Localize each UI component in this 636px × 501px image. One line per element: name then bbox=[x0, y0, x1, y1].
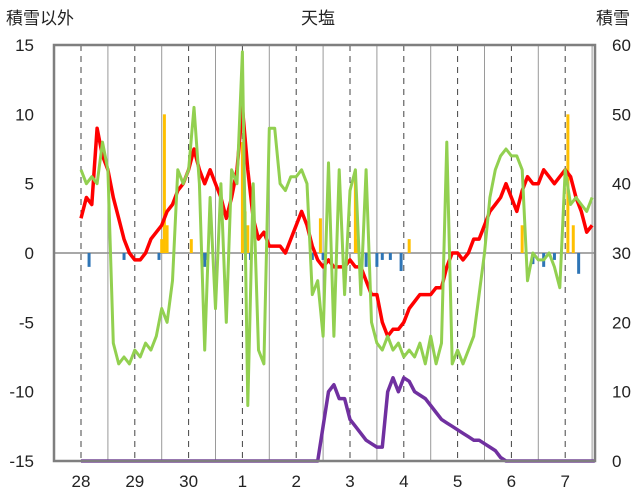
precip-bar bbox=[246, 225, 250, 253]
left-tick-label: -5 bbox=[19, 313, 34, 332]
series-lines bbox=[79, 50, 595, 463]
precip-bar bbox=[364, 253, 368, 267]
x-axis-ticks: 28 29 30 1 2 3 4 5 6 7 bbox=[72, 472, 570, 491]
right-tick-label: 0 bbox=[612, 452, 621, 471]
left-tick-label: -10 bbox=[9, 383, 34, 402]
precip-bar bbox=[407, 239, 411, 253]
right-tick-label: 50 bbox=[612, 105, 631, 124]
left-tick-label: 15 bbox=[15, 36, 34, 55]
left-axis-label: 積雪以外 bbox=[6, 9, 74, 29]
x-tick-label: 6 bbox=[507, 472, 516, 491]
chart-title: 天塩 bbox=[301, 9, 335, 29]
precip-bar bbox=[520, 225, 524, 253]
precip-bar bbox=[318, 218, 322, 253]
x-tick-label: 4 bbox=[399, 472, 408, 491]
x-tick-label: 5 bbox=[453, 472, 462, 491]
series-line-2 bbox=[81, 376, 595, 463]
x-tick-label: 7 bbox=[560, 472, 569, 491]
precip-bar bbox=[353, 176, 357, 253]
left-tick-label: -15 bbox=[9, 452, 34, 471]
left-tick-label: 0 bbox=[25, 244, 34, 263]
right-tick-label: 10 bbox=[612, 383, 631, 402]
precip-bar bbox=[577, 253, 581, 274]
precip-bar bbox=[399, 253, 403, 272]
x-tick-label: 2 bbox=[291, 472, 300, 491]
precip-bar bbox=[240, 142, 244, 253]
precip-bar bbox=[203, 253, 207, 267]
right-tick-label: 60 bbox=[612, 36, 631, 55]
x-tick-label: 30 bbox=[179, 472, 198, 491]
x-tick-label: 1 bbox=[238, 472, 247, 491]
right-axis-ticks: 60 50 40 30 20 10 0 bbox=[612, 36, 631, 471]
precip-bar bbox=[380, 253, 384, 260]
left-axis-ticks: 15 10 5 0 -5 -10 -15 bbox=[9, 36, 34, 471]
right-tick-label: 30 bbox=[612, 244, 631, 263]
precip-bar bbox=[552, 253, 556, 260]
left-tick-label: 5 bbox=[25, 175, 34, 194]
right-tick-label: 40 bbox=[612, 175, 631, 194]
x-tick-label: 29 bbox=[125, 472, 144, 491]
right-tick-label: 20 bbox=[612, 313, 631, 332]
precip-bar bbox=[87, 253, 91, 267]
plot-area-frame bbox=[52, 43, 597, 463]
precip-bar bbox=[162, 114, 166, 253]
precip-bar bbox=[310, 253, 314, 260]
precip-bar bbox=[165, 225, 169, 253]
left-tick-label: 10 bbox=[15, 105, 34, 124]
precip-bar bbox=[321, 253, 325, 260]
right-axis-label: 積雪 bbox=[596, 9, 630, 29]
precip-bar bbox=[160, 239, 164, 253]
precip-bar bbox=[375, 253, 379, 267]
precip-bar bbox=[388, 253, 392, 260]
precip-bar bbox=[122, 253, 126, 260]
precip-bar bbox=[157, 253, 161, 260]
precip-bar bbox=[189, 239, 193, 253]
x-tick-label: 3 bbox=[345, 472, 354, 491]
precip-bar bbox=[571, 225, 575, 253]
series-line-1 bbox=[79, 50, 594, 407]
x-tick-label: 28 bbox=[72, 472, 91, 491]
